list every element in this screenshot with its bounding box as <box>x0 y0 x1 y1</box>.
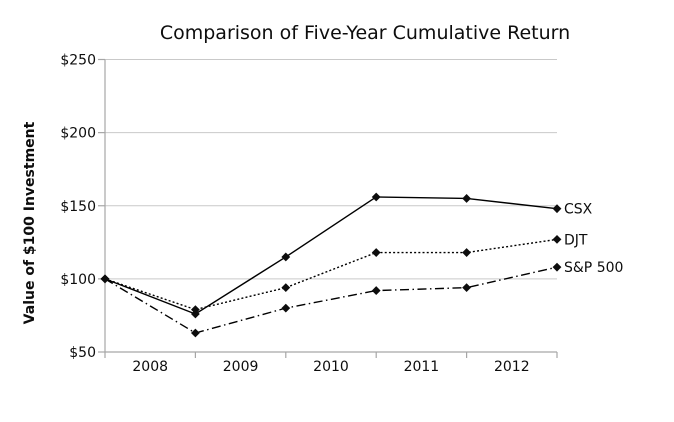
data-point-marker-s-p-500 <box>371 286 381 295</box>
y-tick-label: $250 <box>60 53 96 69</box>
data-point-marker-csx <box>462 194 471 203</box>
series-line-djt <box>104 238 558 311</box>
series-line-csx <box>104 196 558 315</box>
x-tick-label: 2012 <box>494 359 530 375</box>
x-tick-label: 2009 <box>223 359 259 375</box>
data-point-marker-s-p-500 <box>191 328 200 338</box>
data-point-marker-csx <box>371 192 381 202</box>
data-point-marker-csx <box>281 252 291 262</box>
data-point-marker-csx <box>552 204 562 214</box>
series-label-csx: CSX <box>564 202 593 218</box>
x-tick-label: 2010 <box>313 359 349 375</box>
chart-title: Comparison of Five-Year Cumulative Retur… <box>159 22 571 44</box>
series-label-djt: DJT <box>564 232 588 248</box>
y-tick-label: $200 <box>60 126 96 142</box>
series-line-s-p-500 <box>104 266 558 334</box>
data-point-marker-djt <box>552 234 562 244</box>
series-label-s-p-500: S&P 500 <box>564 260 623 276</box>
x-tick-label: 2008 <box>132 359 168 375</box>
data-point-marker-djt <box>191 305 200 314</box>
y-tick-label: $100 <box>60 272 96 288</box>
data-point-marker-s-p-500 <box>100 274 110 284</box>
y-tick-label: $50 <box>69 345 96 361</box>
data-point-marker-s-p-500 <box>281 303 291 313</box>
data-point-marker-s-p-500 <box>552 262 562 272</box>
data-point-marker-s-p-500 <box>462 283 471 293</box>
y-tick-label: $150 <box>60 199 96 215</box>
data-point-marker-djt <box>371 248 381 257</box>
x-tick-label: 2011 <box>404 359 440 375</box>
data-point-marker-djt <box>462 248 471 257</box>
data-point-marker-djt <box>281 283 291 293</box>
